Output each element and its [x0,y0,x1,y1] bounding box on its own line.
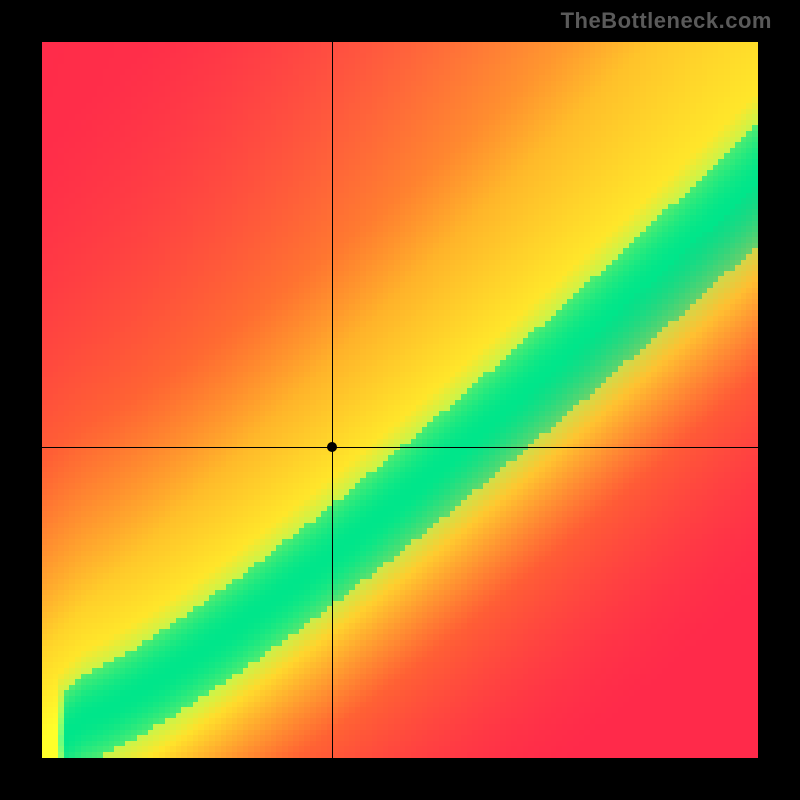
chart-container: TheBottleneck.com [0,0,800,800]
crosshair-marker [327,442,337,452]
crosshair-vertical [332,42,333,758]
heatmap-canvas [42,42,758,758]
crosshair-horizontal [42,447,758,448]
watermark-text: TheBottleneck.com [561,8,772,34]
plot-area [42,42,758,758]
